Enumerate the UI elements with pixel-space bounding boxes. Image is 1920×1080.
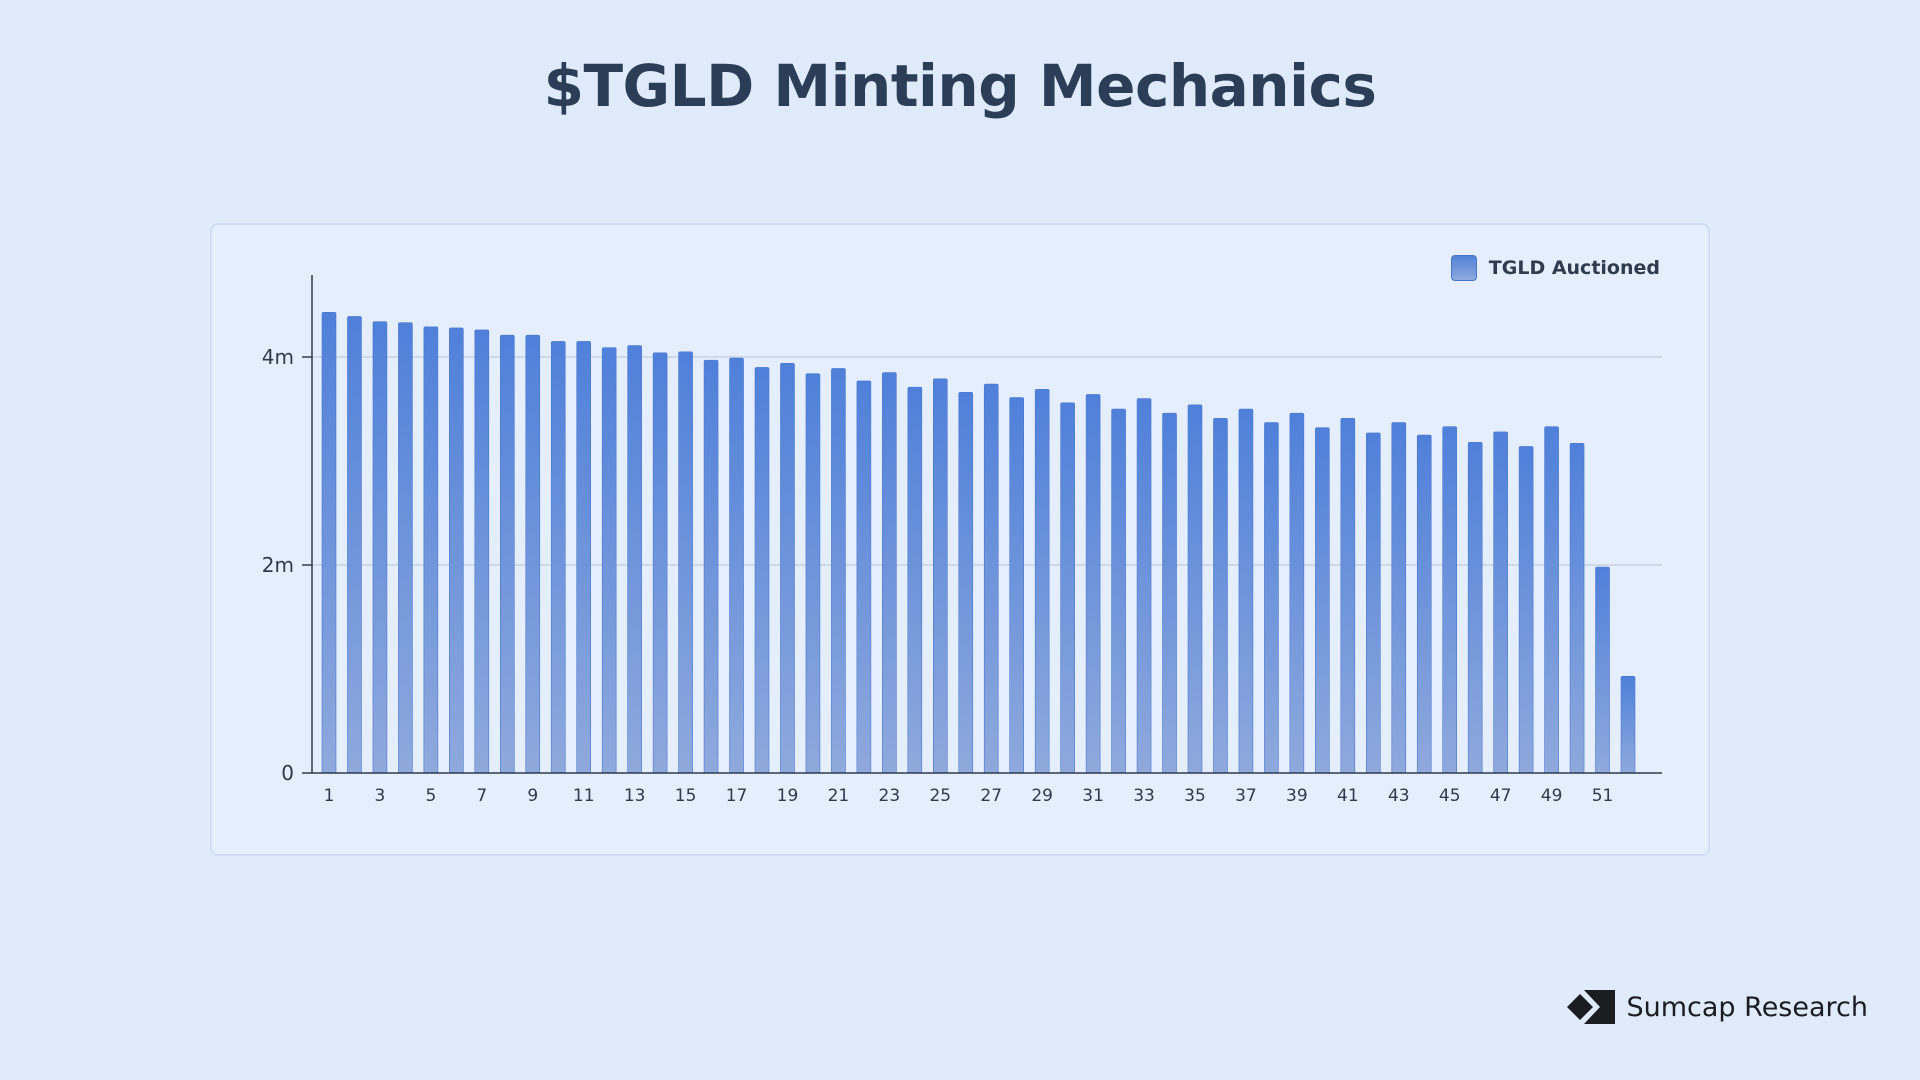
- x-tick-label: 5: [425, 786, 436, 806]
- bar: [423, 326, 439, 774]
- x-tick-label: 51: [1592, 786, 1614, 806]
- bar: [627, 345, 642, 774]
- x-tick-label: 27: [980, 786, 1002, 806]
- x-tick-label: 19: [777, 786, 799, 806]
- bar: [550, 341, 566, 774]
- x-tick-label: 11: [573, 786, 595, 806]
- x-tick-label: 33: [1133, 786, 1155, 806]
- y-tick-label: 4m: [262, 345, 294, 369]
- bar: [1289, 412, 1305, 774]
- x-tick-label: 43: [1388, 786, 1410, 806]
- bar: [1136, 398, 1152, 774]
- bar: [1085, 394, 1101, 774]
- bar: [1391, 422, 1407, 774]
- bar: [805, 373, 821, 774]
- x-tick-label: 45: [1439, 786, 1461, 806]
- legend-label: TGLD Auctioned: [1488, 257, 1660, 279]
- bar: [1315, 427, 1330, 774]
- bar: [525, 334, 541, 774]
- bar: [1442, 426, 1458, 774]
- x-tick-label: 47: [1490, 786, 1512, 806]
- bar: [958, 392, 974, 774]
- bar: [1009, 397, 1025, 774]
- legend-swatch: [1450, 255, 1477, 281]
- x-tick-label: 13: [624, 786, 646, 806]
- bar: [1264, 422, 1279, 774]
- bar: [1162, 412, 1177, 774]
- bar: [1187, 404, 1203, 774]
- bar: [474, 329, 490, 774]
- bar: [1518, 446, 1534, 774]
- bar: [678, 351, 693, 774]
- bar: [321, 311, 337, 774]
- bar: [780, 362, 795, 774]
- x-tick-label: 9: [527, 786, 538, 806]
- x-tick-label: 37: [1235, 786, 1257, 806]
- brand-name: Sumcap Research: [1626, 991, 1868, 1023]
- x-tick-label: 29: [1031, 786, 1053, 806]
- bar: [347, 316, 362, 774]
- bar: [1544, 426, 1559, 774]
- bar: [1620, 675, 1636, 774]
- x-tick-label: 35: [1184, 786, 1206, 806]
- bar: [1060, 402, 1075, 774]
- bar: [983, 383, 999, 774]
- x-tick-label: 39: [1286, 786, 1308, 806]
- x-tick-label: 3: [375, 786, 386, 806]
- bar: [601, 347, 617, 774]
- legend: TGLD Auctioned: [1450, 255, 1660, 281]
- bar: [1365, 432, 1381, 774]
- bar: [1034, 388, 1050, 774]
- bar: [1416, 434, 1432, 774]
- bar: [652, 352, 668, 774]
- bar: [576, 341, 592, 774]
- bar: [703, 359, 719, 774]
- x-tick-label: 17: [726, 786, 748, 806]
- bar: [1467, 441, 1483, 774]
- x-tick-label: 49: [1541, 786, 1563, 806]
- bar: [882, 372, 897, 774]
- bar: [831, 368, 846, 774]
- bar: [856, 380, 872, 774]
- x-tick-label: 1: [324, 786, 335, 806]
- bar: [1493, 431, 1508, 774]
- x-tick-label: 21: [828, 786, 850, 806]
- bar: [729, 357, 744, 774]
- bar: [1213, 418, 1228, 774]
- page-title: $TGLD Minting Mechanics: [543, 52, 1377, 120]
- bar: [449, 327, 464, 774]
- bars: [321, 311, 1636, 774]
- bar: [754, 367, 770, 774]
- y-tick-label: 0: [281, 761, 294, 785]
- x-tick-label: 31: [1082, 786, 1104, 806]
- chart-card: 0 2m 4m 1 3 5 7 9 11 13 15 17 19 21 23 25 27 29 31 33 35 37 39…: [210, 223, 1710, 856]
- y-tick-label: 2m: [262, 553, 294, 577]
- bar: [372, 321, 388, 774]
- bar: [1340, 418, 1356, 774]
- x-tick-label: 41: [1337, 786, 1359, 806]
- x-tick-label: 15: [675, 786, 697, 806]
- bar: [932, 378, 948, 774]
- sumcap-logo-icon: [1567, 990, 1616, 1024]
- bar: [1111, 408, 1126, 774]
- brand-logo: Sumcap Research: [1566, 988, 1868, 1026]
- bar: [1595, 566, 1610, 774]
- bar: [398, 322, 413, 774]
- bar: [1238, 408, 1254, 774]
- bar: [1569, 443, 1585, 774]
- bar: [907, 386, 923, 774]
- x-tick-label: 25: [929, 786, 951, 806]
- x-tick-label: 23: [879, 786, 901, 806]
- bar: [499, 334, 515, 774]
- x-tick-label: 7: [476, 786, 487, 806]
